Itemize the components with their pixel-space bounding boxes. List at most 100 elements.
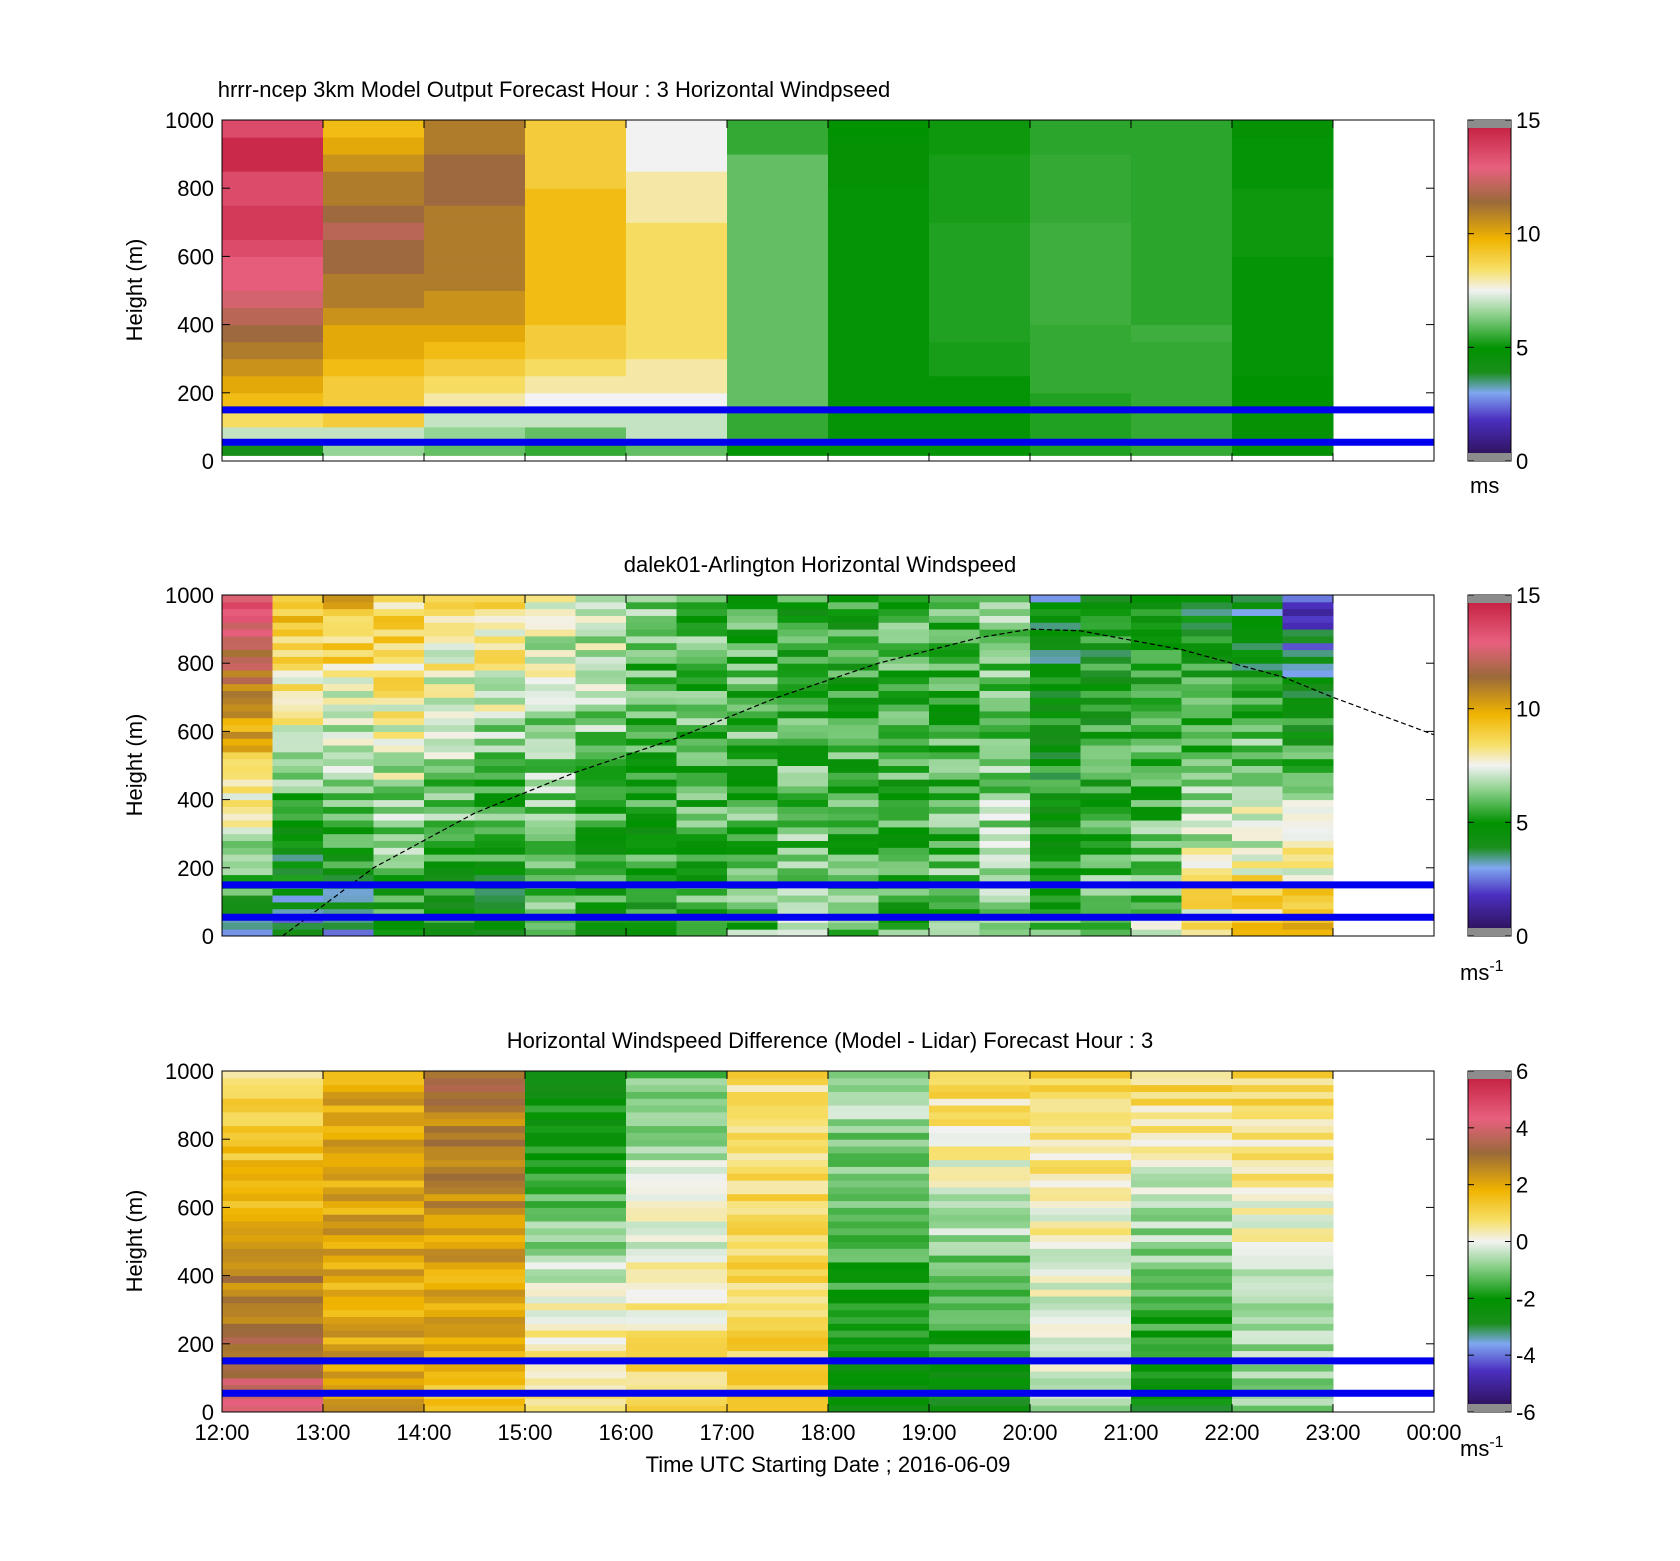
heatmap-cell (373, 854, 425, 862)
heatmap-cell (878, 854, 930, 862)
heatmap-cell (323, 188, 425, 206)
heatmap-cell (525, 895, 576, 903)
heatmap-cell (777, 860, 829, 869)
heatmap-cell (626, 1316, 728, 1324)
heatmap-cell (525, 731, 576, 739)
heatmap-cell (1131, 375, 1233, 394)
heatmap-cell (323, 256, 425, 274)
heatmap-cell (929, 1166, 1031, 1174)
heatmap-cell (929, 601, 980, 610)
heatmap-cell (525, 697, 576, 705)
heatmap-cell (828, 806, 879, 814)
heatmap-cell (1030, 1275, 1132, 1283)
heatmap-cell (525, 409, 627, 428)
heatmap-cell (626, 717, 677, 726)
heatmap-cell (727, 1193, 829, 1202)
heatmap-cell (878, 929, 930, 937)
heatmap-cell (474, 929, 526, 937)
heatmap-cell (575, 779, 627, 787)
heatmap-cell (929, 854, 980, 862)
heatmap-cell (1131, 1077, 1233, 1086)
heatmap-cell (878, 792, 930, 801)
heatmap-cell (474, 622, 526, 630)
heatmap-cell (222, 854, 273, 862)
heatmap-cell (1282, 840, 1334, 848)
heatmap-cell (828, 649, 879, 657)
heatmap-cell (1232, 929, 1283, 937)
heatmap-cell (525, 307, 627, 326)
heatmap-cell (424, 1084, 526, 1092)
heatmap-cell (828, 867, 879, 876)
heatmap-cell (424, 806, 475, 814)
colorbar-end-cap (1468, 453, 1511, 461)
heatmap-cell (272, 826, 324, 835)
colorbar-unit-text: ms (1460, 1436, 1489, 1461)
heatmap-cell (1030, 922, 1081, 930)
heatmap-cell (575, 813, 627, 821)
heatmap-cell (1232, 874, 1283, 882)
heatmap-cell (777, 772, 829, 780)
heatmap-cell (626, 1405, 728, 1413)
heatmap-cell (1030, 358, 1132, 377)
heatmap-cell (1030, 1173, 1132, 1181)
heatmap-cell (777, 922, 829, 930)
heatmap-cell (727, 874, 778, 882)
heatmap-cell (1131, 799, 1182, 807)
heatmap-cell (727, 867, 778, 876)
heatmap-cell (1232, 799, 1283, 807)
heatmap-cell (1080, 847, 1132, 855)
heatmap-cell (1030, 608, 1081, 616)
heatmap-cell (1131, 1139, 1233, 1147)
heatmap-cell (272, 799, 324, 807)
heatmap-cells (222, 595, 1334, 937)
heatmap-cell (777, 765, 829, 773)
heatmap-cell (626, 1098, 728, 1106)
x-tick-label: 21:00 (1103, 1420, 1158, 1445)
heatmap-cell (727, 1186, 829, 1195)
y-tick-label: 1000 (165, 583, 214, 608)
heatmap-cell (575, 908, 627, 917)
heatmap-cell (979, 649, 1031, 657)
heatmap-cell (1232, 745, 1283, 753)
heatmap-cell (727, 290, 829, 309)
heatmap-cell (424, 601, 475, 610)
heatmap-cell (1131, 1111, 1233, 1120)
heatmap-cell (1030, 375, 1132, 394)
heatmap-cell (1282, 704, 1334, 712)
heatmap-cell (1030, 615, 1081, 623)
heatmap-cell (727, 1343, 829, 1352)
heatmap-cell (626, 1166, 728, 1174)
heatmap-cell (828, 656, 879, 664)
heatmap-cell (272, 710, 324, 719)
heatmap-cell (676, 608, 728, 616)
heatmap-cell (525, 629, 576, 637)
heatmap-cell (1080, 854, 1132, 862)
heatmap-cell (1232, 273, 1334, 291)
heatmap-cell (626, 929, 677, 937)
heatmap-cell (1030, 1377, 1132, 1386)
heatmap-cell (828, 239, 930, 257)
heatmap-cell (828, 1146, 930, 1154)
heatmap-cell (1131, 867, 1182, 876)
heatmap-cell (828, 1384, 930, 1393)
heatmap-cell (323, 908, 374, 917)
heatmap-cell (373, 649, 425, 657)
heatmap-cell (727, 826, 778, 835)
heatmap-cell (272, 813, 324, 821)
heatmap-cell (1030, 409, 1132, 428)
heatmap-cell (1080, 785, 1132, 794)
heatmap-cell (979, 833, 1031, 842)
heatmap-cell (1131, 826, 1182, 835)
heatmap-cell (626, 1282, 728, 1290)
heatmap-cell (222, 1146, 324, 1154)
heatmap-cell (1181, 895, 1233, 903)
heatmap-cell (474, 854, 526, 862)
heatmap-cell (323, 1111, 425, 1120)
heatmap-cell (1030, 1091, 1132, 1099)
heatmap-cell (272, 615, 324, 623)
heatmap-cell (676, 683, 728, 691)
heatmap-cell (424, 1152, 526, 1161)
heatmap-cell (323, 874, 374, 882)
heatmap-cell (979, 670, 1031, 678)
